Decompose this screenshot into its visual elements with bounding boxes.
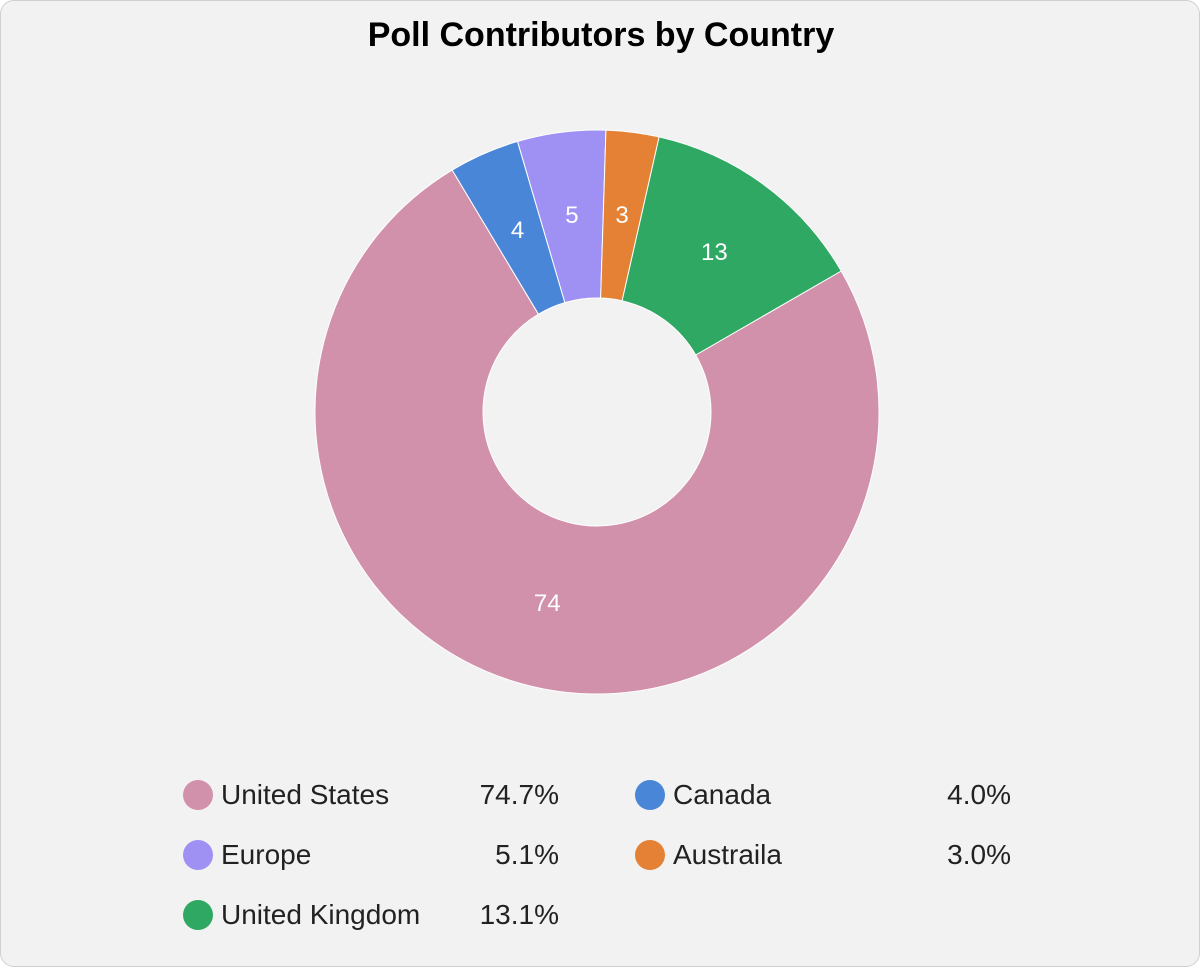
donut-slices [314, 129, 880, 695]
slice-value-label: 4 [511, 217, 524, 244]
slice-value-label: 13 [701, 239, 728, 266]
donut-slice-labels: 74 4 5 3 13 [511, 202, 728, 617]
chart-title: Poll Contributors by Country [367, 16, 835, 54]
donut-slice-united-kingdom [621, 136, 842, 356]
slice-value-label: 5 [565, 202, 578, 229]
slice-value-label: 74 [534, 590, 561, 617]
slice-value-label: 3 [615, 202, 628, 229]
donut-slice-united-states [314, 169, 880, 695]
